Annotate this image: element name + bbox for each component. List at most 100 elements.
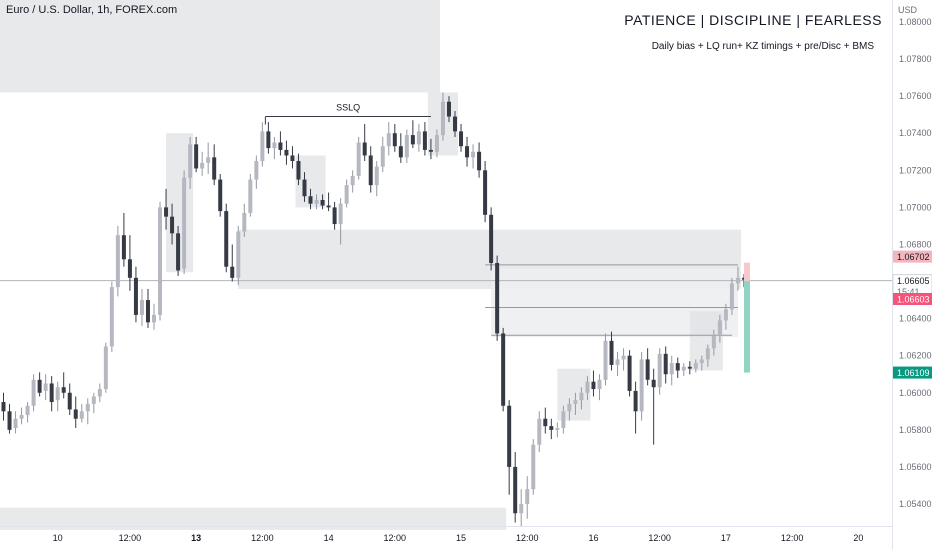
candle-body — [561, 411, 566, 428]
candle-body — [224, 211, 229, 267]
candle-body — [627, 355, 632, 391]
candle-body — [471, 151, 476, 158]
price-tick-label: 1.06800 — [899, 239, 932, 249]
candle-body — [200, 162, 205, 169]
price-tick-label: 1.06000 — [899, 388, 932, 398]
candle-body — [440, 101, 445, 136]
price-label-box — [893, 366, 932, 379]
price-label-box — [893, 250, 932, 263]
countdown-label: 15:41 — [897, 287, 920, 297]
candle-body — [410, 135, 415, 145]
stop-zone — [743, 262, 750, 281]
candle-body — [693, 363, 698, 369]
candle-body — [404, 135, 409, 158]
time-tick-label: 12:00 — [781, 533, 804, 543]
price-label-box — [893, 292, 932, 305]
time-tick-label: 13 — [191, 533, 201, 543]
candle-body — [507, 405, 512, 467]
price-label-text: 1.06605 — [897, 276, 930, 286]
candle-body — [320, 199, 325, 206]
candle-body — [356, 142, 361, 176]
candle-body — [477, 151, 482, 171]
candle-body — [459, 131, 464, 147]
symbol-title: Euro / U.S. Dollar, 1h, FOREX.com — [6, 4, 178, 16]
candle-body — [603, 340, 608, 380]
candle-body — [609, 340, 614, 365]
candle-body — [31, 379, 36, 406]
candle-body — [67, 392, 72, 410]
candle-body — [729, 283, 734, 310]
candle-body — [428, 149, 433, 152]
candle-body — [705, 348, 710, 360]
candle-body — [681, 366, 686, 371]
candle-body — [368, 155, 373, 186]
candle-body — [585, 381, 590, 393]
candle-body — [687, 366, 692, 369]
candle-body — [362, 142, 367, 156]
candle-body — [308, 196, 313, 204]
price-label-text: 1.06109 — [897, 368, 930, 378]
candle-body — [446, 101, 451, 117]
candle-body — [296, 161, 301, 180]
candle-body — [615, 359, 620, 365]
candle-body — [85, 403, 90, 412]
candle-body — [525, 489, 530, 504]
candle-body — [55, 387, 60, 401]
candle-body — [121, 235, 126, 260]
candle-body — [717, 320, 722, 336]
candle-body — [344, 185, 349, 204]
candle-body — [639, 359, 644, 412]
candle-body — [416, 131, 421, 145]
candle-body — [531, 444, 536, 490]
candle-body — [645, 359, 650, 380]
time-tick-label: 12:00 — [516, 533, 539, 543]
candle-body — [139, 300, 144, 315]
levels-layer: SSLQ — [264, 103, 738, 336]
candle-body — [254, 161, 259, 180]
risk-reward-tool[interactable] — [743, 262, 750, 373]
candle-body — [97, 389, 102, 397]
candle-body — [392, 133, 397, 147]
time-tick-label: 20 — [853, 533, 863, 543]
candle-body — [513, 466, 518, 514]
price-tick-label: 1.06400 — [899, 314, 932, 324]
candle-body — [567, 403, 572, 412]
candle-body — [495, 263, 500, 334]
candle-body — [675, 363, 680, 371]
candle-body — [109, 287, 114, 347]
candle-body — [374, 166, 379, 186]
candle-body — [278, 142, 283, 150]
candle-body — [501, 333, 506, 406]
candle-body — [434, 135, 439, 152]
candle-body — [284, 149, 289, 156]
price-tick-label: 1.05400 — [899, 499, 932, 509]
candle-body — [103, 346, 108, 390]
candle-body — [723, 309, 728, 321]
candle-body — [212, 157, 217, 180]
candle-body — [19, 415, 24, 419]
candle-body — [465, 146, 470, 158]
candle-body — [326, 205, 331, 208]
candle-body — [115, 235, 120, 288]
candle-body — [657, 353, 662, 388]
candle-body — [699, 359, 704, 364]
price-label-text: 1.06603 — [897, 294, 930, 304]
price-axis[interactable]: 1.05400 1.05600 1.05800 1.06000 1.06200 1.064… — [899, 17, 932, 509]
candle-body — [537, 418, 542, 445]
time-axis[interactable]: 10 12:00 13 12:00 14 12:00 15 12:00 16 12:00 17 12:… — [53, 533, 864, 543]
candle-body — [573, 400, 578, 404]
price-tick-label: 1.07000 — [899, 202, 932, 212]
candle-body — [483, 170, 488, 215]
candle-body — [61, 387, 66, 393]
candle-body — [242, 212, 247, 232]
time-tick-label: 12:00 — [251, 533, 274, 543]
candle-body — [236, 231, 241, 278]
candle-body — [555, 427, 560, 430]
candle-body — [194, 144, 199, 169]
candle-body — [176, 233, 181, 271]
time-tick-label: 14 — [324, 533, 334, 543]
candle-body — [272, 142, 277, 149]
candle-body — [25, 405, 30, 416]
